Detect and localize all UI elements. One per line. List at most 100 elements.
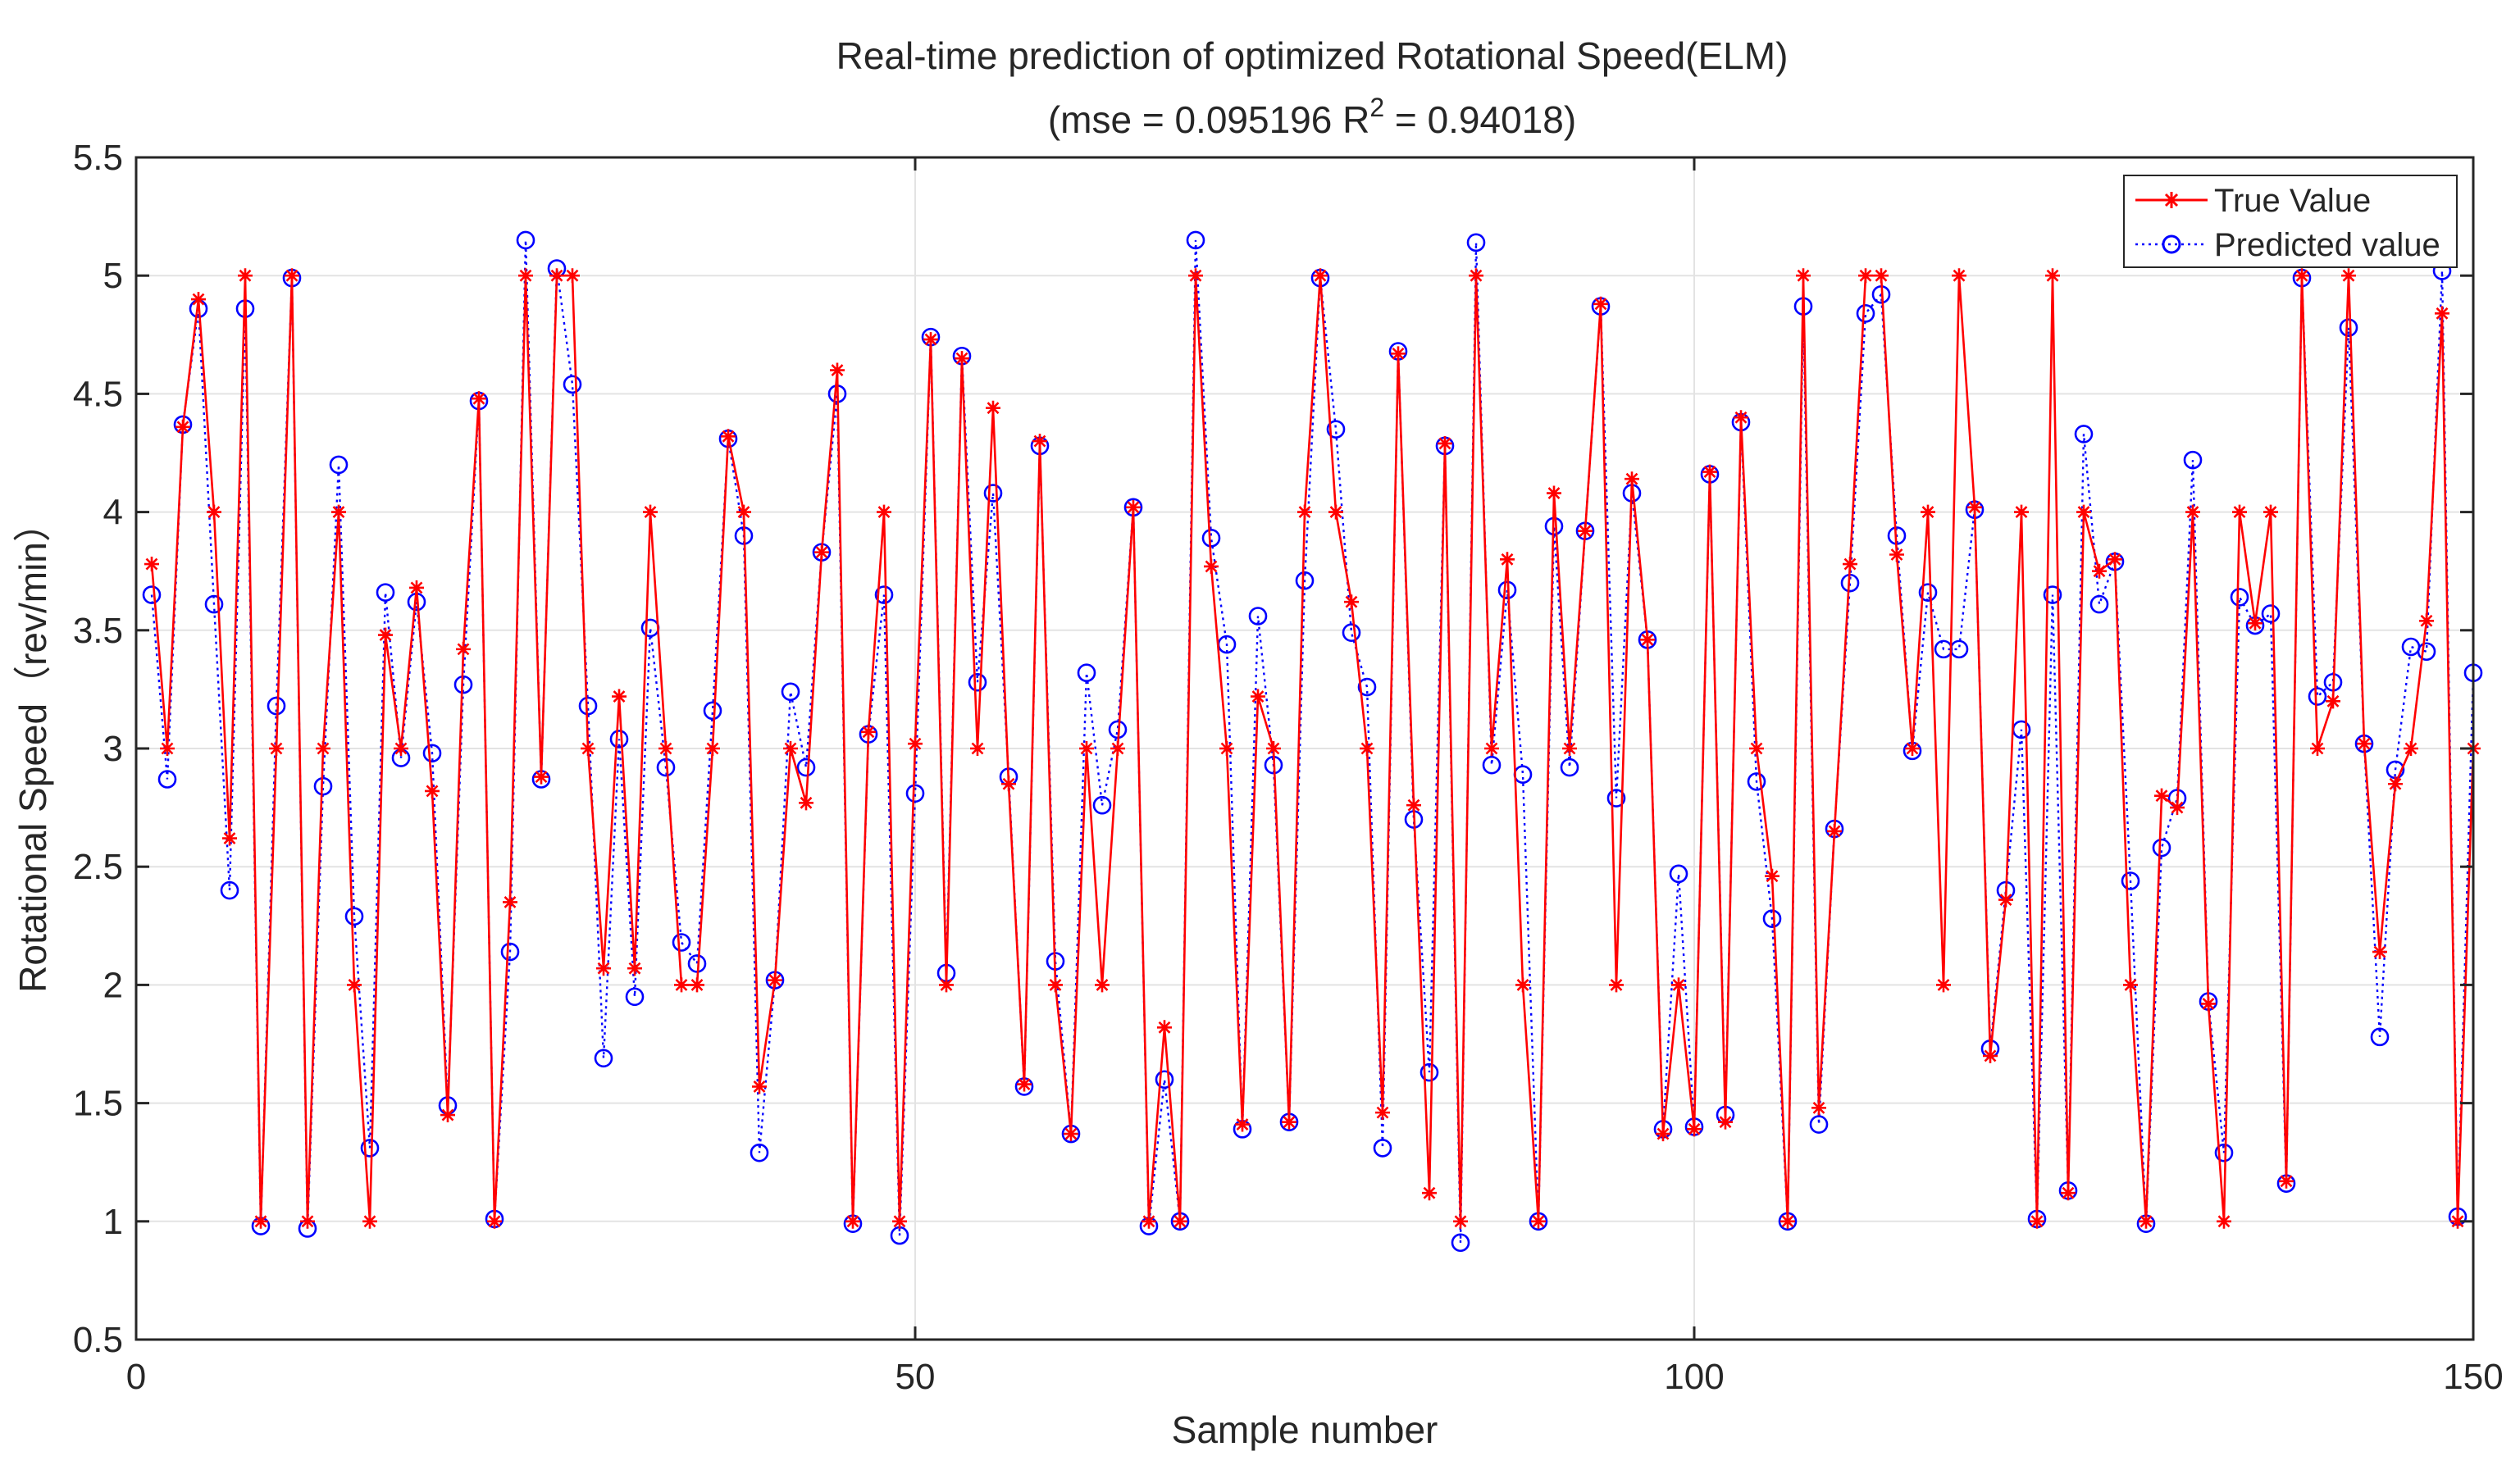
true-value-point (1843, 557, 1857, 572)
predicted-value-point (1155, 1070, 1174, 1090)
predicted-value-point (220, 880, 239, 900)
true-value-point (1936, 977, 1951, 993)
predicted-value-point (968, 672, 987, 692)
true-value-point (1266, 741, 1281, 756)
true-value-point (1282, 1114, 1296, 1130)
true-value-point (518, 268, 533, 284)
true-value-point (1017, 1076, 1032, 1092)
true-value-point (300, 1213, 315, 1229)
true-value-point (1749, 741, 1764, 756)
true-value-point (2310, 741, 2325, 756)
true-value-point (2108, 552, 2122, 567)
true-value-point (1827, 823, 1842, 839)
true-value-point (2030, 1213, 2044, 1229)
y-tick-label: 1.5 (73, 1084, 123, 1124)
predicted-value-point (672, 933, 691, 952)
y-tick-label: 5.5 (73, 138, 123, 178)
predicted-value-point (1856, 304, 1875, 323)
true-value-point (612, 689, 627, 704)
true-value-point (1360, 741, 1374, 756)
true-value-point (1032, 434, 1047, 449)
predicted-value-point (1419, 1062, 1439, 1082)
true-value-point (768, 972, 782, 988)
true-value-point (2294, 268, 2309, 284)
predicted-value-point (1295, 571, 1315, 590)
true-value-point (1874, 268, 1889, 284)
true-value-point (643, 504, 658, 520)
true-value-point (1406, 798, 1421, 813)
true-value-point (1593, 296, 1608, 312)
true-value-point (1687, 1121, 1702, 1137)
true-value-point (752, 1079, 767, 1094)
true-value-point (1173, 1213, 1187, 1229)
true-value-point (845, 1213, 860, 1229)
true-value-point (1952, 268, 1966, 284)
y-tick-label: 1 (103, 1202, 123, 1242)
true-value-point (1469, 268, 1483, 284)
y-tick-label: 2.5 (73, 847, 123, 887)
true-value-point (736, 504, 751, 520)
true-value-point (596, 961, 611, 976)
true-value-point (1344, 594, 1359, 610)
true-value-point (2419, 613, 2434, 629)
true-value-point (1204, 558, 1219, 574)
predicted-value-point (1762, 909, 1782, 928)
chart-subtitle: (mse = 0.095196 R2 = 0.94018) (1048, 93, 1576, 141)
true-value-point (2076, 504, 2091, 520)
true-value-point (1219, 741, 1234, 756)
predicted-value-point (983, 484, 1003, 503)
true-value-point (1142, 1213, 1156, 1229)
predicted-value-point (625, 987, 645, 1007)
x-tick-label: 50 (895, 1357, 936, 1397)
legend-predicted-marker (2162, 234, 2181, 254)
legend-predicted-label: Predicted value (2214, 227, 2440, 263)
predicted-value-point (1248, 607, 1268, 626)
true-value-point (581, 741, 595, 756)
true-value-point (674, 977, 689, 993)
true-value-point (1983, 1048, 1998, 1063)
true-value-point (1967, 499, 1982, 515)
true-value-line (150, 274, 2475, 1222)
true-value-point (799, 795, 813, 811)
predicted-value-point (2308, 687, 2327, 706)
predicted-value-point (422, 744, 442, 763)
predicted-value-point (2152, 838, 2171, 858)
true-value-point (1095, 977, 1110, 993)
true-value-point (1515, 977, 1530, 993)
predicted-value-point (2261, 604, 2281, 623)
true-value-point (2357, 736, 2372, 752)
true-value-point (2139, 1213, 2153, 1229)
true-value-point (1188, 268, 1203, 284)
true-value-point (2014, 504, 2029, 520)
true-value-point (175, 419, 190, 434)
y-tick-label: 4.5 (73, 374, 123, 414)
true-value-point (1811, 1100, 1826, 1116)
true-value-point (1998, 892, 2013, 908)
predicted-value-point (329, 455, 349, 475)
true-value-point (970, 741, 985, 756)
predicted-value-point (1201, 529, 1221, 548)
chart-title: Real-time prediction of optimized Rotati… (836, 34, 1789, 77)
legend-true-marker (2163, 192, 2180, 208)
true-value-point (285, 268, 299, 284)
predicted-value-point (1186, 230, 1205, 250)
true-value-point (1391, 346, 1406, 362)
predicted-value-point (905, 784, 925, 803)
predicted-value-point (157, 770, 177, 789)
predicted-value-point (2214, 1143, 2234, 1162)
true-value-point (425, 783, 440, 798)
true-value-point (1765, 868, 1779, 884)
true-value-point (1001, 776, 1016, 792)
true-value-point (1110, 741, 1125, 756)
true-value-point (1422, 1185, 1437, 1201)
true-value-point (908, 736, 923, 752)
true-value-point (1858, 268, 1873, 284)
true-value-point (2388, 776, 2403, 792)
predicted-value-point (1669, 864, 1688, 884)
predicted-value-point (796, 758, 816, 777)
true-value-point (1780, 1213, 1795, 1229)
true-value-point (877, 504, 891, 520)
true-value-point (2061, 1185, 2076, 1201)
true-value-point (2217, 1213, 2231, 1229)
